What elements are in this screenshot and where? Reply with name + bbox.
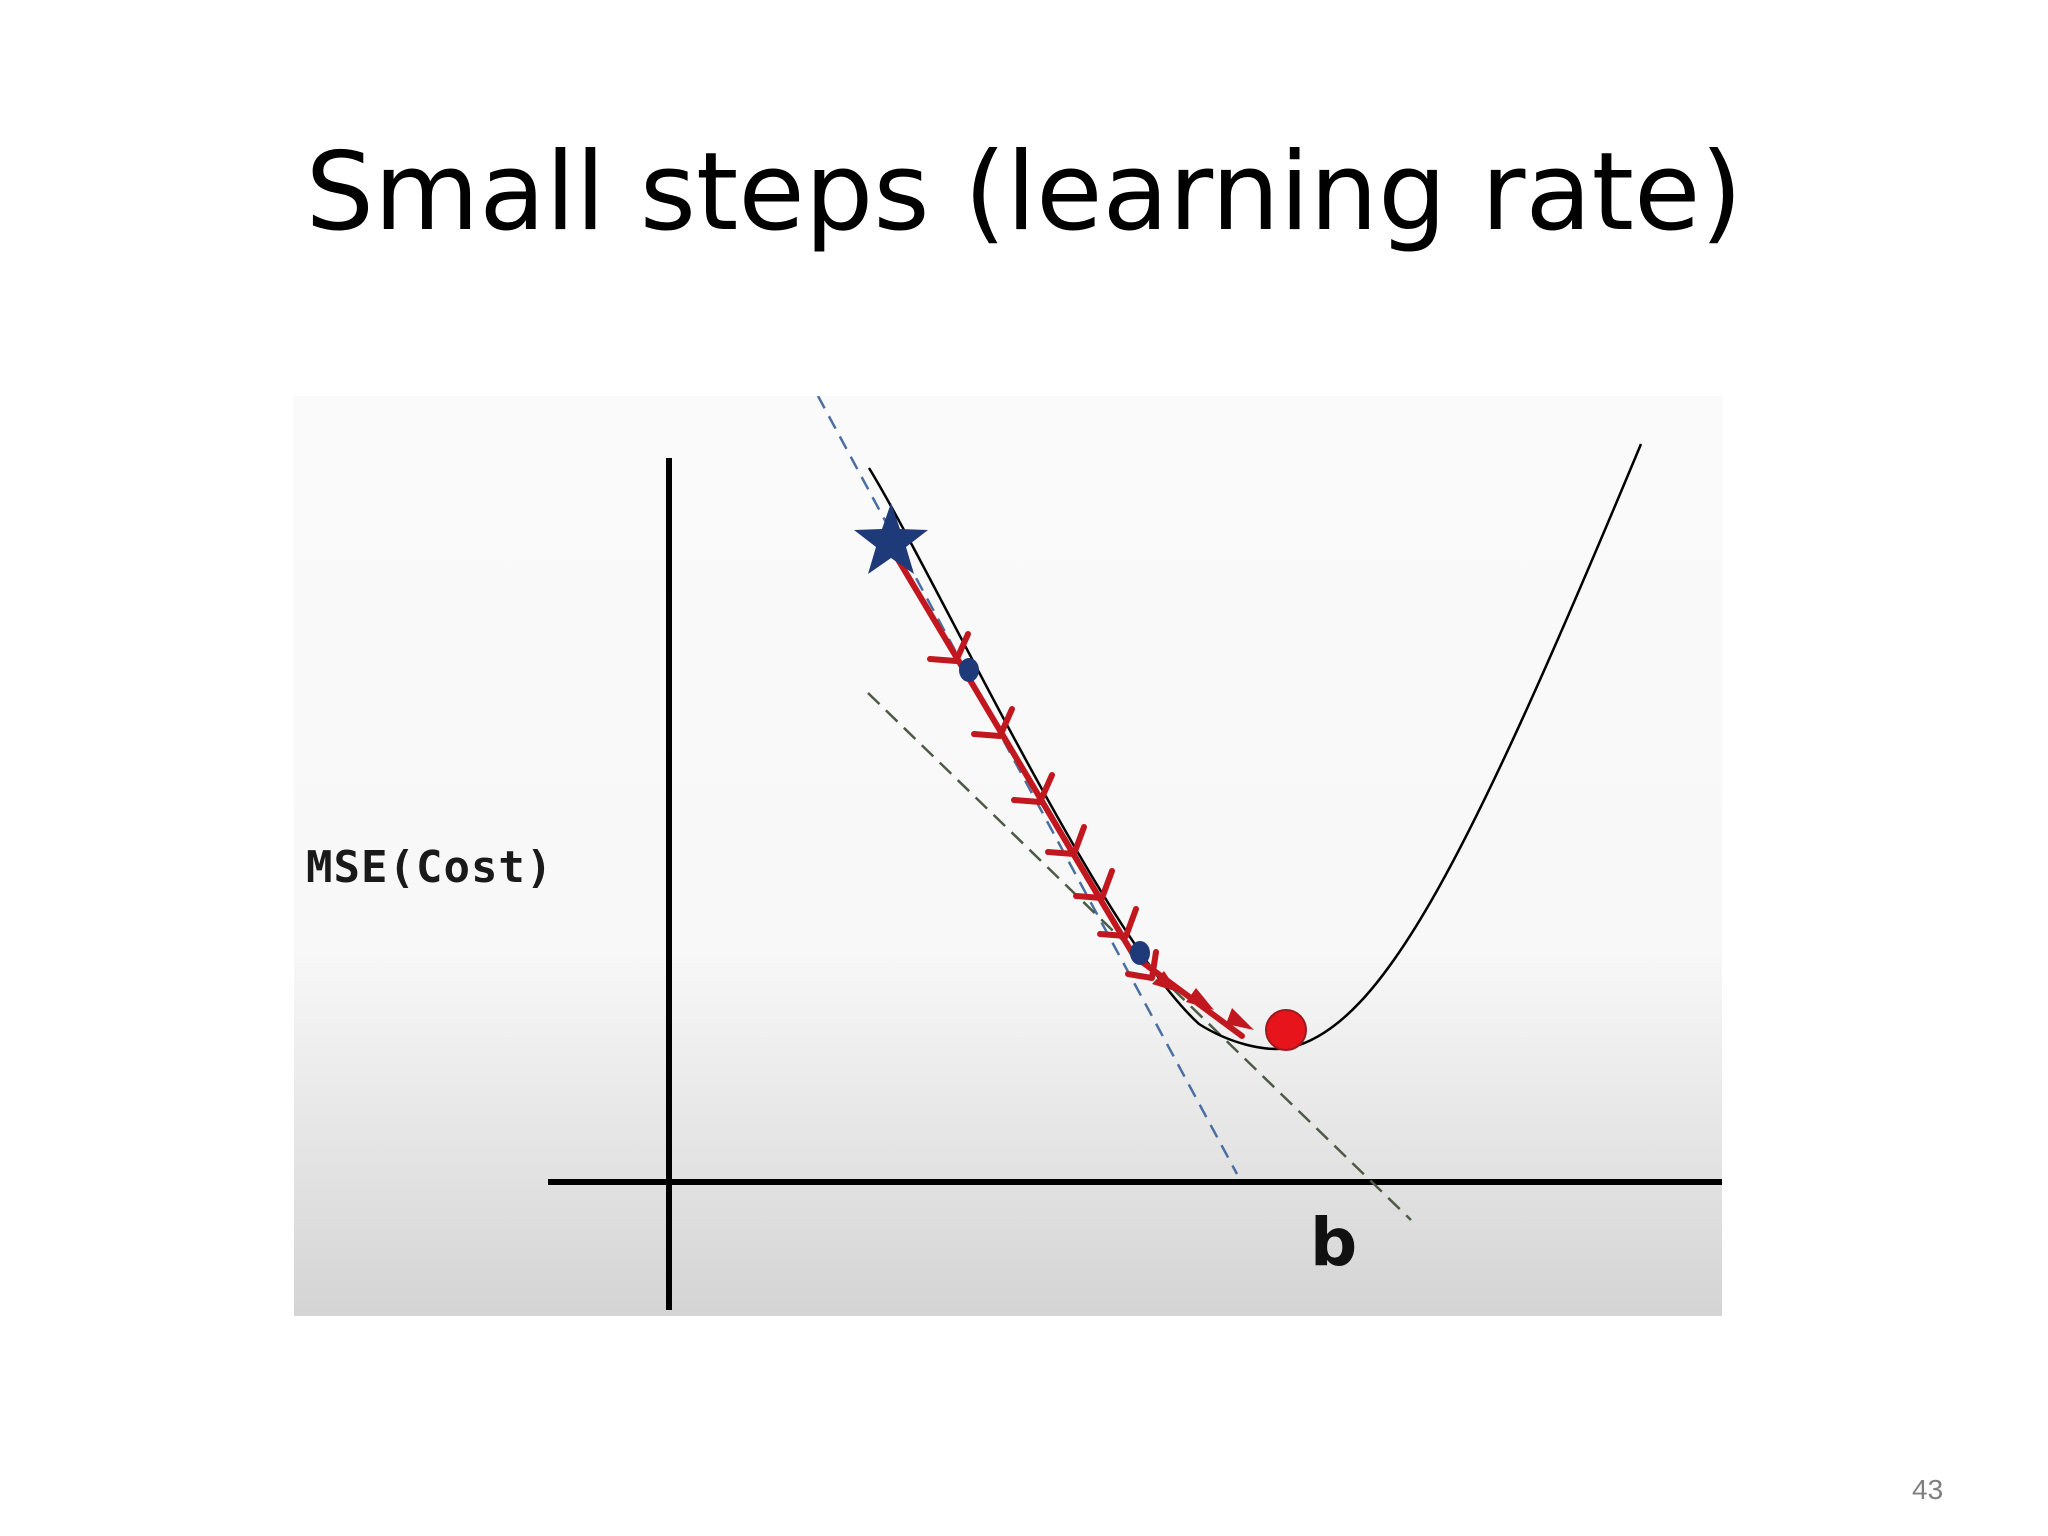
descent-step-arrow [1186,988,1214,1010]
descent-step-arrow [1226,1008,1254,1030]
x-axis-label: b [1310,1204,1358,1281]
descent-step-arrow [1152,971,1178,992]
minimum-point [1265,1009,1307,1051]
descent-path [884,538,1245,1039]
gradient-descent-diagram: MSE(Cost) b [294,396,1722,1316]
step-dot [959,658,979,682]
descent-step-arrow [1045,824,1087,857]
descent-small-steps [1152,971,1254,1030]
cost-curve [867,443,1643,1051]
slide-title: Small steps (learning rate) [305,130,1743,255]
y-axis-label: MSE(Cost) [306,842,554,893]
start-star [854,503,928,574]
descent-step-arrow [971,706,1015,739]
descent-step-arrow [1097,906,1139,939]
step-dot [1130,941,1150,965]
descent-steps [927,631,1159,981]
descent-step-arrow [1073,868,1115,901]
diagram-background [294,396,1722,1316]
diagram-canvas [294,396,1722,1316]
descent-step-arrow [1125,949,1159,981]
descent-step-arrow [927,631,971,664]
descent-step-arrow [1011,772,1055,805]
page-number: 43 [1912,1474,1944,1505]
